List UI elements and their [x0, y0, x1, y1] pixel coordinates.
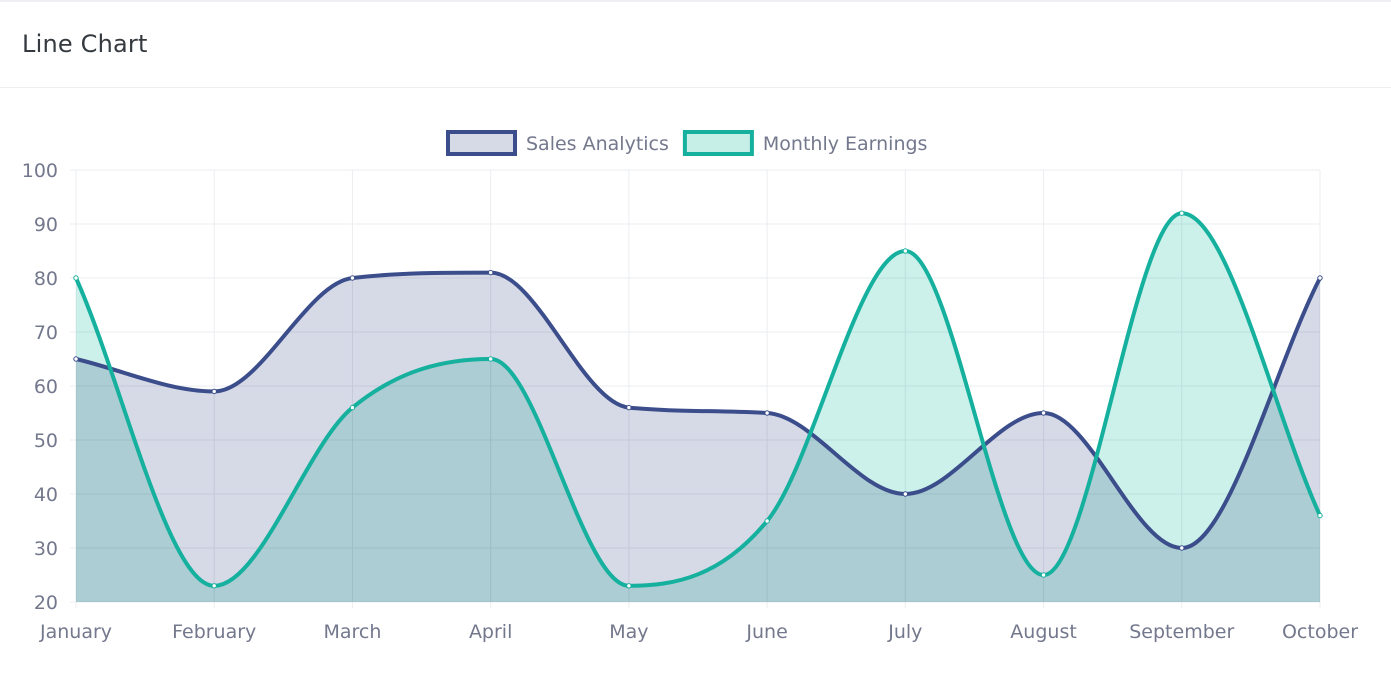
- legend[interactable]: Sales Analytics Monthly Earnings: [446, 130, 928, 156]
- x-tick-label: March: [323, 621, 381, 643]
- y-tick-label: 90: [34, 214, 58, 236]
- legend-swatch: [682, 130, 754, 156]
- point-monthly-earnings[interactable]: [764, 518, 770, 524]
- point-sales-analytics[interactable]: [73, 356, 79, 362]
- y-tick-label: 60: [34, 376, 58, 398]
- card-header: Line Chart: [0, 2, 1391, 88]
- point-sales-analytics[interactable]: [902, 491, 909, 497]
- axes: 20 30 40 50 60 70 80 90 100 January February March A…: [22, 160, 1358, 643]
- legend-label: Sales Analytics: [526, 133, 669, 155]
- legend-item-monthly-earnings[interactable]: Monthly Earnings: [682, 130, 928, 156]
- point-sales-analytics[interactable]: [487, 269, 494, 276]
- x-tick-label: February: [172, 621, 256, 643]
- x-tick-label: September: [1129, 621, 1234, 643]
- y-tick-label: 70: [34, 322, 58, 344]
- point-monthly-earnings[interactable]: [1317, 512, 1323, 519]
- y-tick-label: 50: [34, 430, 58, 452]
- point-sales-analytics[interactable]: [1040, 410, 1047, 416]
- series-points: [73, 210, 1323, 589]
- point-monthly-earnings[interactable]: [1040, 572, 1047, 578]
- y-tick-label: 30: [34, 538, 58, 560]
- point-monthly-earnings[interactable]: [211, 583, 217, 589]
- legend-label: Monthly Earnings: [763, 133, 928, 155]
- y-tick-label: 100: [22, 160, 58, 182]
- point-monthly-earnings[interactable]: [1179, 210, 1185, 216]
- x-tick-label: July: [887, 621, 922, 643]
- x-tick-label: June: [745, 621, 787, 643]
- point-monthly-earnings[interactable]: [73, 275, 79, 281]
- x-tick-label: January: [39, 621, 112, 643]
- point-sales-analytics[interactable]: [211, 388, 217, 395]
- card-title: Line Chart: [22, 30, 148, 58]
- point-sales-analytics[interactable]: [349, 275, 356, 281]
- area-monthly-earnings: [76, 213, 1320, 602]
- x-tick-label: August: [1010, 621, 1077, 643]
- point-monthly-earnings[interactable]: [349, 404, 356, 411]
- legend-swatch: [446, 130, 517, 156]
- line-sales-analytics[interactable]: [74, 270, 1322, 550]
- y-tick-label: 40: [34, 484, 58, 506]
- point-monthly-earnings[interactable]: [487, 356, 494, 362]
- point-sales-analytics[interactable]: [626, 404, 632, 411]
- y-tick-label: 80: [34, 268, 58, 290]
- point-monthly-earnings[interactable]: [626, 583, 632, 589]
- y-tick-label: 20: [34, 592, 58, 614]
- x-tick-label: April: [469, 621, 512, 643]
- point-sales-analytics[interactable]: [764, 410, 770, 416]
- point-sales-analytics[interactable]: [1179, 545, 1185, 551]
- point-sales-analytics[interactable]: [1317, 275, 1323, 281]
- x-tick-label: May: [609, 621, 648, 643]
- x-tick-label: October: [1282, 621, 1358, 643]
- point-monthly-earnings[interactable]: [902, 248, 909, 254]
- legend-item-sales-analytics[interactable]: Sales Analytics: [446, 130, 669, 156]
